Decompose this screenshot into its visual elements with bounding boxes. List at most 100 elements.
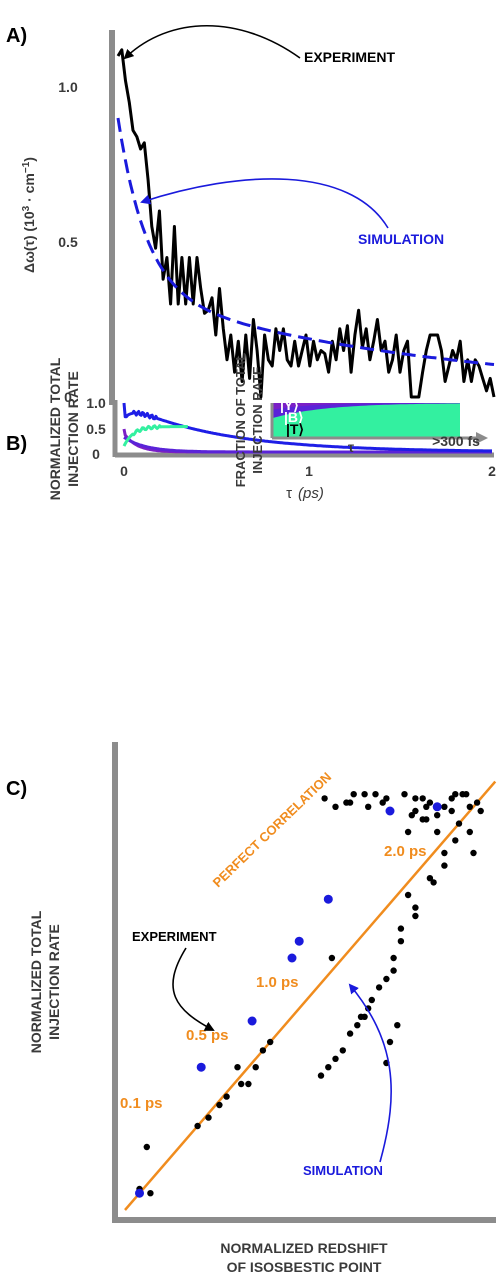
experiment-point — [383, 795, 390, 802]
experiment-line — [116, 48, 496, 399]
experiment-point — [430, 879, 437, 886]
panel-c-experiment-arrow — [172, 947, 215, 1031]
experiment-point — [194, 1122, 201, 1130]
panel-a-ytick-1.0: 1.0 — [58, 79, 78, 95]
panel-b-x-label: τ (ps) — [286, 485, 324, 502]
simulation-point — [432, 802, 442, 812]
inset-y-label-line1: FRACTION OF TOTAL — [233, 353, 248, 488]
experiment-point — [386, 1038, 394, 1046]
simulation-point — [323, 894, 333, 904]
panel-b: B) 1.0 0.5 0 0 1 2 τ (ps) NORMALIZED TOTA… — [6, 353, 496, 502]
experiment-point — [321, 795, 328, 802]
experiment-point — [452, 837, 459, 844]
experiment-point — [328, 954, 336, 962]
experiment-point — [245, 1080, 252, 1088]
panel-b-y-label-line1: NORMALIZED TOTAL — [47, 357, 63, 500]
simulation-point — [385, 806, 395, 816]
inset-x-end-label: >300 fs — [432, 433, 480, 449]
experiment-point — [448, 795, 455, 802]
experiment-point — [394, 1021, 401, 1029]
time-label-1.0ps: 1.0 ps — [256, 974, 299, 991]
simulation-point — [196, 1062, 206, 1072]
experiment-point — [205, 1114, 212, 1121]
experiment-point — [346, 799, 354, 806]
time-label-0.5ps: 0.5 ps — [186, 1027, 229, 1044]
inset-areas — [272, 403, 460, 437]
experiment-point — [375, 984, 383, 991]
experiment-point — [259, 1047, 267, 1054]
violet-curve — [123, 436, 493, 454]
experiment-point — [238, 1080, 245, 1088]
panel-a-simulation-label: SIMULATION — [358, 231, 444, 247]
experiment-point — [441, 803, 448, 810]
inset-label-b: |B⟩ — [284, 409, 304, 425]
inset-chart: |Y⟩ |B⟩ |T⟩ FRACTION OF TOTAL INJECTION … — [233, 353, 488, 488]
experiment-point — [252, 1064, 259, 1071]
inset-x-label: τ — [348, 439, 355, 455]
experiment-point — [434, 812, 441, 819]
experiment-point — [412, 912, 419, 920]
experiment-point — [466, 828, 473, 836]
experiment-point — [452, 791, 459, 798]
simulation-point — [287, 953, 297, 963]
experiment-point — [365, 803, 372, 810]
perfect-correlation-line — [124, 780, 497, 1211]
experiment-point — [332, 1055, 339, 1063]
experiment-point — [325, 1064, 332, 1071]
time-label-2.0ps: 2.0 ps — [384, 843, 427, 860]
experiment-point — [401, 791, 408, 798]
experiment-point — [441, 862, 448, 869]
panel-c-y-label-line2: INJECTION RATE — [46, 924, 62, 1040]
inset-region-t — [272, 403, 460, 437]
panel-b-xtick-1: 1 — [305, 463, 313, 479]
experiment-point — [423, 803, 430, 810]
panel-b-ytick-0.5: 0.5 — [86, 421, 106, 437]
simulation-point — [294, 936, 304, 946]
panel-a-experiment-label: EXPERIMENT — [304, 49, 395, 65]
panel-a-simulation-arrow — [140, 178, 389, 229]
experiment-point — [404, 828, 412, 836]
green-curve — [122, 424, 189, 447]
experiment-point — [350, 791, 357, 798]
experiment-point — [390, 954, 397, 962]
experiment-point — [234, 1064, 241, 1071]
experiment-point — [361, 1013, 368, 1020]
experiment-point — [412, 904, 419, 911]
panel-b-xtick-0: 0 — [120, 463, 128, 479]
experiment-point — [317, 1072, 325, 1079]
experiment-point — [332, 803, 339, 810]
experiment-point — [408, 812, 415, 819]
experiment-point — [390, 967, 397, 974]
experiment-point — [223, 1093, 230, 1100]
experiment-point — [473, 799, 481, 806]
inset-label-t: |T⟩ — [286, 421, 304, 437]
experiment-point — [372, 791, 379, 798]
experiment-point — [466, 803, 473, 810]
experiment-point — [412, 795, 419, 802]
panel-a-y-label: Δω(τ) (103 · cm−1) — [21, 157, 38, 273]
inset-y-label-line2: INJECTION RATE — [250, 366, 265, 474]
panel-c: C) NORMALIZED REDSHIFT OF ISOSBESTIC POI… — [6, 742, 497, 1275]
panel-b-ytick-0: 0 — [92, 446, 100, 462]
experiment-point — [379, 799, 386, 806]
panel-c-simulation-arrow — [348, 983, 392, 1163]
panel-c-plot — [124, 780, 497, 1211]
panel-c-experiment-label: EXPERIMENT — [132, 929, 217, 944]
panel-c-y-label-line1: NORMALIZED TOTAL — [28, 910, 44, 1053]
experiment-point — [426, 799, 434, 806]
simulation-point — [135, 1188, 144, 1198]
panel-b-plot — [122, 402, 493, 454]
time-label-0.1ps: 0.1 ps — [120, 1095, 163, 1112]
experiment-point — [441, 849, 448, 857]
experiment-point — [412, 807, 419, 815]
experiment-point — [147, 1190, 154, 1197]
panel-b-y-label-line2: INJECTION RATE — [65, 371, 81, 487]
panel-b-xtick-2: 2 — [488, 463, 496, 479]
experiment-point — [455, 820, 463, 827]
panel-c-x-label-line2: OF ISOSBESTIC POINT — [227, 1259, 382, 1275]
simulation-dashed-line — [116, 117, 495, 366]
experiment-point — [368, 996, 375, 1004]
experiment-point — [339, 1047, 346, 1054]
experiment-point — [404, 891, 412, 899]
